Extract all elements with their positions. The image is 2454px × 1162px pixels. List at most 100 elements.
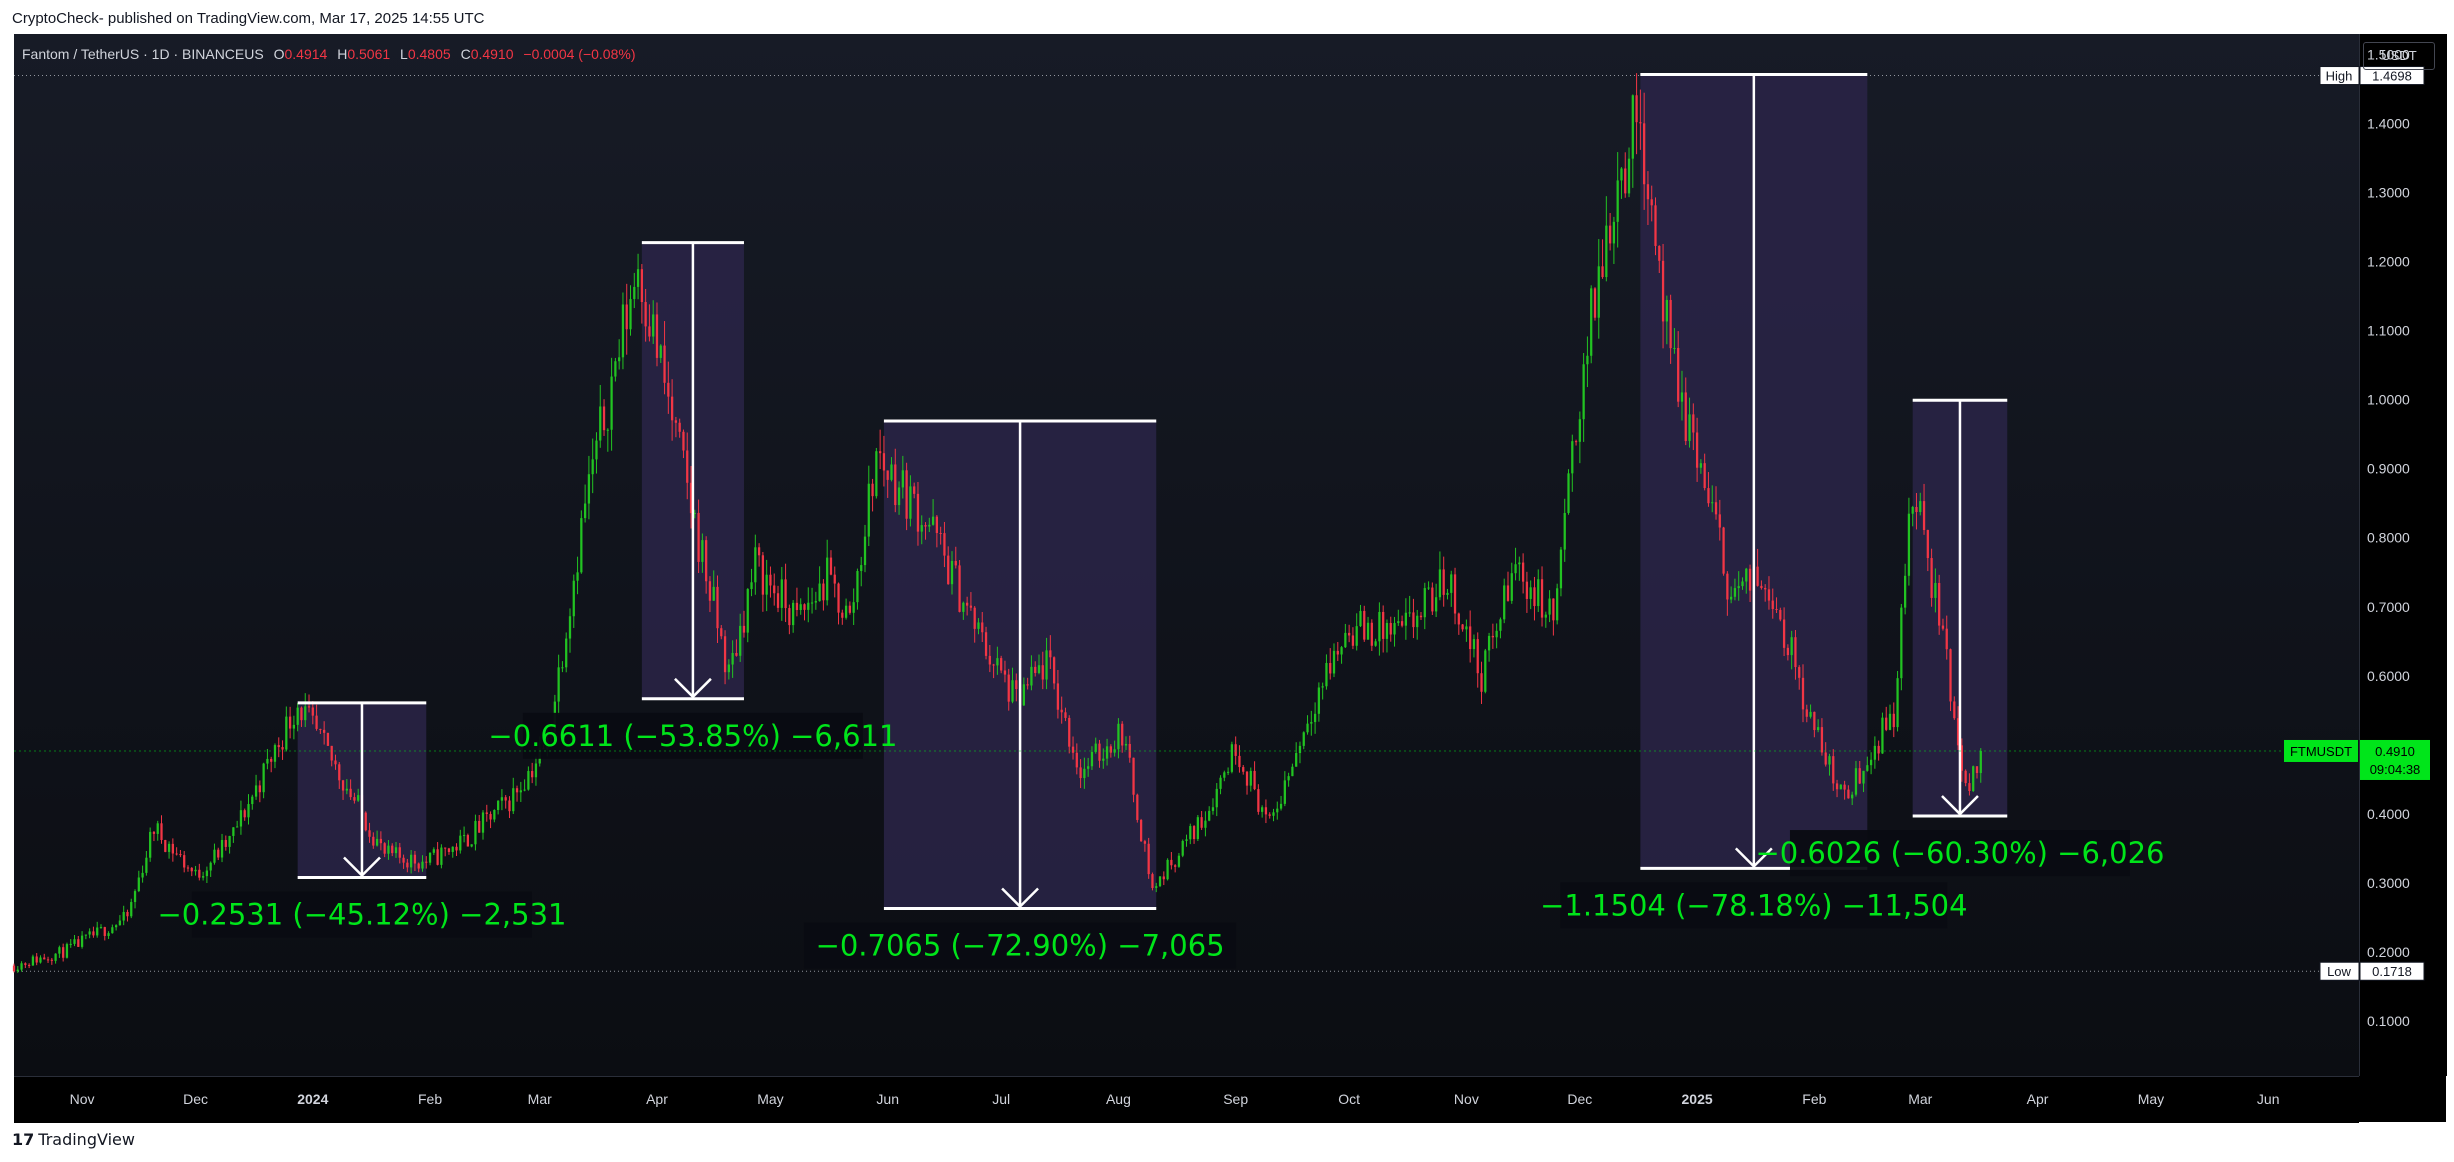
candle-body	[326, 732, 330, 746]
x-tick-label: Feb	[418, 1091, 442, 1107]
candle-body	[1438, 569, 1442, 598]
x-tick-label: May	[2138, 1091, 2164, 1107]
candle-body	[323, 729, 326, 733]
currency-selector[interactable]: USDT	[2363, 42, 2435, 70]
candle-body	[201, 876, 205, 878]
candle-body	[194, 869, 197, 872]
candle-body	[357, 795, 360, 801]
y-tick-label: 1.1000	[2367, 323, 2410, 339]
candle-body	[1767, 589, 1771, 601]
candle-body	[1643, 123, 1646, 185]
candle-body	[735, 652, 738, 656]
high-marker-value-bg	[2359, 66, 2425, 86]
price-axis-ticks: 1.5000 1.4000 1.3000 1.2000 1.1000 1.0000 0.90…	[2367, 47, 2410, 1029]
candle-body	[1748, 568, 1752, 591]
candle-body	[1828, 756, 1831, 765]
candle-body	[686, 450, 689, 483]
y-tick-label: 1.3000	[2367, 185, 2410, 201]
candle-body	[1450, 574, 1453, 593]
candle-body	[1809, 711, 1812, 717]
y-tick-label: 0.4000	[2367, 806, 2410, 822]
measure-label: −0.6611 (−53.85%) −6,611	[488, 719, 897, 753]
candle-body	[273, 745, 277, 762]
candle-body	[217, 849, 220, 858]
candle-body	[1665, 299, 1668, 322]
candle-body	[307, 706, 311, 708]
candle-body	[99, 927, 103, 929]
axis-corner	[2359, 1076, 2446, 1122]
candle-body	[1230, 744, 1234, 772]
candle-body	[674, 420, 678, 423]
candle-body	[1272, 812, 1275, 816]
candle-body	[1601, 266, 1604, 278]
candle-body	[924, 525, 927, 527]
candle-body	[1839, 784, 1842, 790]
candle-body	[1858, 768, 1861, 784]
candle-body	[1888, 713, 1892, 730]
candle-body	[213, 849, 216, 863]
high-label: H	[337, 46, 348, 62]
candle-body	[523, 789, 526, 791]
candle-body	[1892, 713, 1895, 728]
high-marker-label-bg	[2319, 66, 2360, 86]
y-tick-label: 0.9000	[2367, 461, 2410, 477]
candle-body	[1442, 569, 1445, 595]
candle-body	[1329, 662, 1332, 674]
candle-body	[1624, 168, 1627, 194]
high-marker-value: 1.4698	[2372, 69, 2412, 84]
candle-body	[1574, 441, 1578, 443]
candle-body	[130, 902, 133, 917]
candle-body	[262, 763, 265, 793]
x-tick-label: May	[757, 1091, 783, 1107]
candle-body	[568, 616, 572, 639]
candle-body	[1764, 587, 1767, 590]
candle-body	[1571, 441, 1574, 474]
candle-body	[1310, 722, 1313, 724]
candle-body	[1469, 626, 1472, 650]
candle-body	[353, 797, 356, 801]
candle-body	[1533, 587, 1536, 607]
candle-body	[844, 605, 848, 618]
candle-body	[425, 861, 428, 863]
candle-body	[973, 607, 976, 629]
candle-body	[659, 345, 662, 358]
candle-body	[1540, 579, 1544, 618]
candle-body	[84, 934, 87, 936]
candle-body	[1745, 568, 1748, 582]
candle-body	[1181, 840, 1184, 856]
candle-body	[1295, 753, 1298, 767]
candle-body	[837, 583, 840, 613]
measure-label-bg	[1560, 882, 1948, 929]
candle-body	[27, 964, 31, 966]
high-value: 0.5061	[347, 46, 391, 62]
candle-body	[1370, 622, 1373, 646]
candle-body	[1968, 783, 1971, 791]
candle-body	[780, 579, 783, 608]
candle-body	[1559, 549, 1563, 589]
time-axis[interactable]	[14, 1076, 2359, 1123]
candle-body	[1325, 662, 1328, 687]
candle-body	[580, 518, 583, 573]
price-axis[interactable]	[2359, 34, 2447, 1076]
candle-body	[1215, 788, 1218, 808]
candle-body	[629, 299, 632, 330]
candle-body	[65, 944, 69, 958]
symbol-name[interactable]: Fantom / TetherUS · 1D · BINANCEUS	[22, 46, 264, 62]
candle-body	[1045, 650, 1048, 680]
candle-body	[803, 604, 806, 610]
arrow-down-icon	[674, 677, 712, 699]
candle-body	[1563, 512, 1566, 550]
x-tick-label: Jun	[876, 1091, 899, 1107]
candle-body	[493, 809, 496, 820]
tradingview-brand[interactable]: 17 TradingView	[12, 1130, 135, 1149]
candle-body	[1669, 299, 1672, 349]
x-tick-label: Mar	[528, 1091, 552, 1107]
candle-body	[1790, 637, 1793, 656]
candle-body	[1363, 610, 1366, 640]
candle-body	[1374, 641, 1377, 646]
candle-body	[141, 872, 144, 878]
candle-body	[1185, 839, 1188, 841]
candle-body	[1612, 221, 1616, 244]
candle-body	[1378, 611, 1381, 642]
